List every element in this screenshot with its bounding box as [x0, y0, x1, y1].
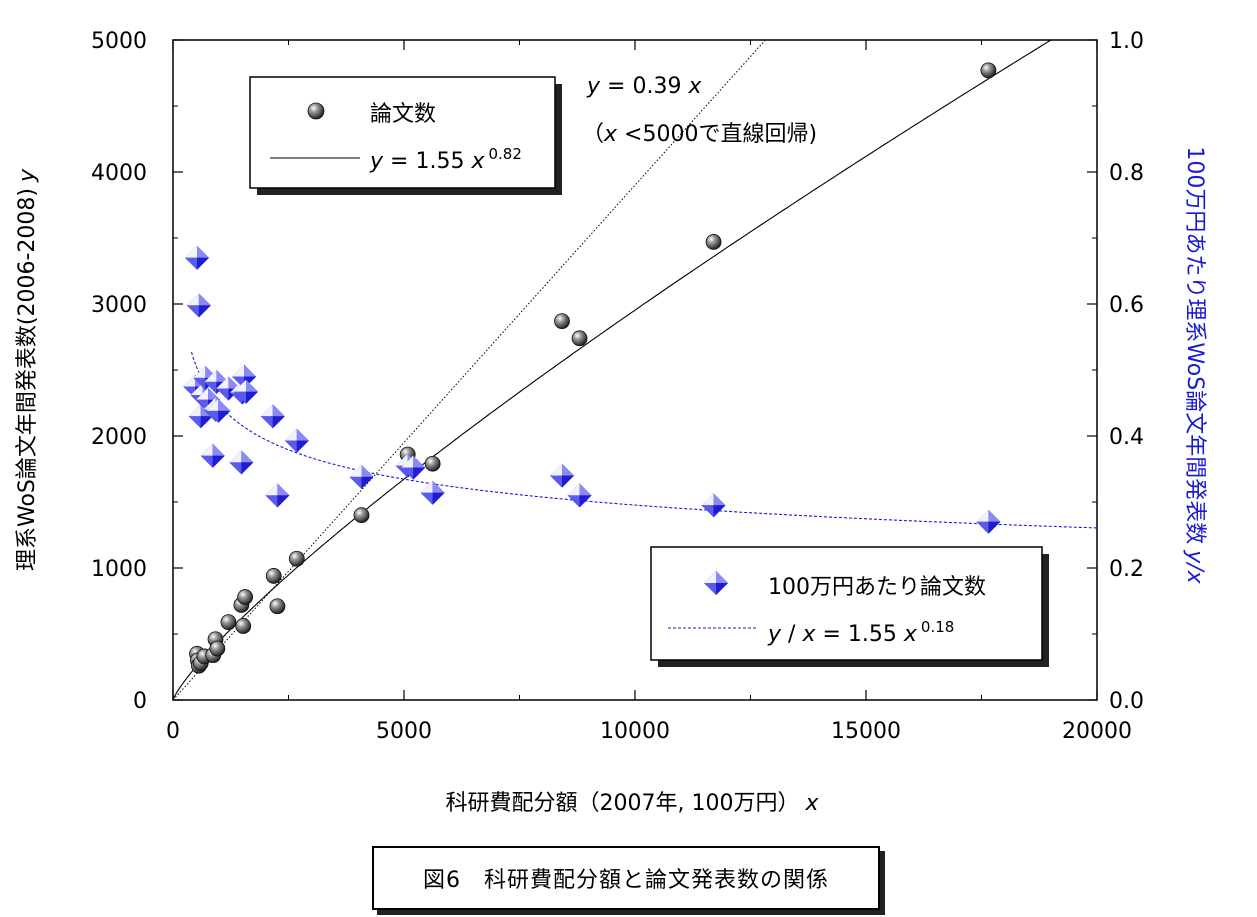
y-right-tick-label: 0.2 [1109, 557, 1144, 582]
ratio-point [232, 364, 257, 389]
ratio-point [284, 428, 309, 453]
paper-count-point [424, 455, 441, 472]
linear-fit-note: （x <5000で直線回帰) [582, 122, 817, 147]
x-tick-label: 0 [166, 719, 180, 744]
linear-fit-equation: y = 0.39 x [586, 74, 702, 99]
paper-count-point [269, 598, 286, 615]
paper-count-point [705, 234, 722, 250]
x-tick-label: 20000 [1062, 719, 1132, 744]
paper-count-point [288, 550, 305, 567]
legend-bottom-right: 100万円あたり論文数 y / x = 1.55 x 0.18 [650, 546, 1049, 667]
y-left-tick-label: 0 [133, 689, 147, 714]
legend-power-fit-label: y = 1.55 x 0.82 [369, 145, 522, 174]
y-left-tick-label: 3000 [91, 293, 147, 318]
paper-count-point [235, 618, 252, 634]
figure-caption: 図6 科研費配分額と論文発表数の関係 [423, 868, 829, 893]
legend-diamond-marker [704, 571, 728, 595]
paper-count-point [980, 62, 997, 79]
ratio-point [200, 443, 225, 468]
y-axis-right-label: 100万円あたり理系WoS論文年間発表数y/x [1182, 146, 1207, 584]
fit-line-ratio [190, 351, 1098, 529]
fit-lines [172, 39, 1098, 701]
fit-line-linear [172, 39, 766, 701]
paper-count-point [265, 568, 282, 584]
ratio-point [229, 450, 254, 475]
ratio-point [185, 245, 210, 270]
legend-top-left: 論文数 y = 1.55 x 0.82 [249, 76, 562, 195]
y-left-tick-label: 1000 [91, 557, 147, 582]
x-tick-label: 5000 [376, 719, 432, 744]
axis-ticks: 0 5000 10000 15000 20000 0 1000 2000 3000 4000 500… [91, 29, 1144, 744]
y-axis-left-label: 理系WoS論文年間発表数(2006-2008)y [15, 168, 40, 571]
paper-count-point [571, 330, 588, 347]
y-right-tick-label: 0.0 [1109, 689, 1144, 714]
paper-count-point [353, 507, 370, 524]
y-right-tick-label: 0.4 [1109, 425, 1144, 450]
x-tick-label: 10000 [600, 719, 670, 744]
ratio-point [233, 379, 258, 404]
legend-entry-papers: 論文数 [370, 102, 436, 127]
ratio-point [260, 404, 285, 429]
data-markers [183, 62, 1001, 674]
paper-count-point [220, 614, 237, 631]
legend-entry-ratio: 100万円あたり論文数 [768, 575, 986, 600]
ratio-point [265, 483, 290, 508]
fit-line-power [172, 39, 1052, 701]
chart: 0 5000 10000 15000 20000 0 1000 2000 3000 4000 500… [15, 29, 1207, 816]
ratio-point [976, 509, 1001, 534]
y-right-tick-label: 0.8 [1109, 161, 1144, 186]
legend-diamond-shape [704, 571, 728, 595]
x-axis-label: 科研費配分額（2007年, 100万円） x [446, 791, 820, 816]
ratio-point [186, 293, 211, 318]
paper-count-point [209, 640, 226, 657]
y-left-tick-label: 5000 [91, 29, 147, 54]
ratio-point [420, 480, 445, 505]
y-left-tick-label: 2000 [91, 425, 147, 450]
ratio-point [550, 463, 575, 488]
ratio-point [401, 455, 426, 480]
ratio-point [567, 483, 592, 508]
paper-count-point [237, 589, 253, 605]
legend-sphere-marker [307, 102, 325, 120]
y-right-tick-label: 0.6 [1109, 293, 1144, 318]
y-right-tick-label: 1.0 [1109, 29, 1144, 54]
figure-caption-box: 図6 科研費配分額と論文発表数の関係 [372, 846, 880, 910]
paper-count-point [554, 313, 570, 330]
x-tick-label: 15000 [831, 719, 901, 744]
y-left-tick-label: 4000 [91, 161, 147, 186]
ratio-point [349, 464, 374, 489]
ratio-point [701, 493, 726, 518]
ratio-point [206, 398, 231, 423]
legend-ratio-fit-label: y / x = 1.55 x 0.18 [767, 618, 954, 647]
